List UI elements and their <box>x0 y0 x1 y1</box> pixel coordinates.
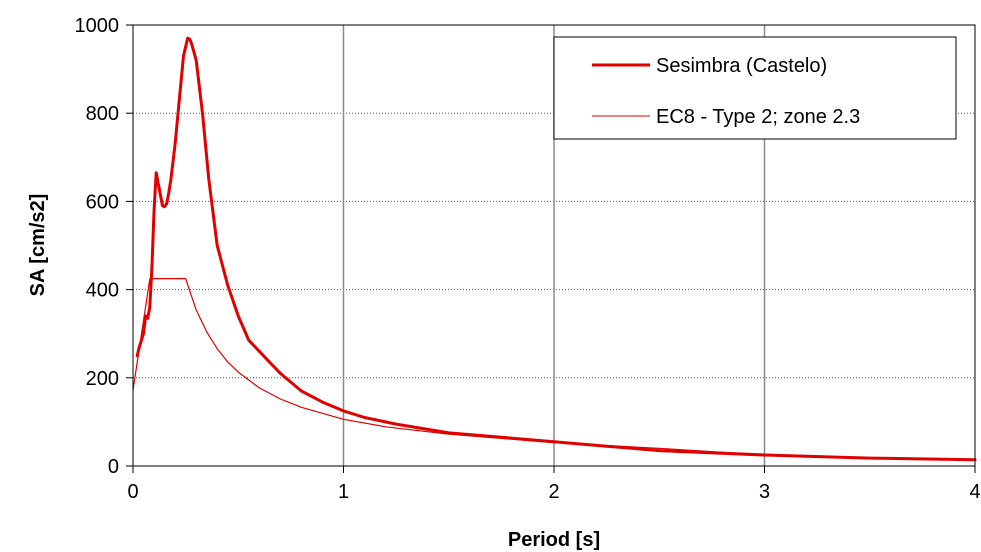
y-tick-label: 0 <box>108 456 119 478</box>
x-tick-label: 0 <box>127 481 138 503</box>
y-axis-title: SA [cm/s2] <box>27 194 49 297</box>
legend-label-sesimbra: Sesimbra (Castelo) <box>656 55 827 77</box>
series-line-ec8 <box>132 278 976 461</box>
x-tick-label: 2 <box>548 481 559 503</box>
x-tick-label: 4 <box>969 481 980 503</box>
x-axis-title: Period [s] <box>508 529 600 551</box>
y-tick-label: 600 <box>86 191 119 213</box>
y-tick-label: 800 <box>86 103 119 125</box>
tick-labels: 0 200 400 600 800 1000 0 1 2 3 4 <box>75 15 981 503</box>
y-tick-label: 1000 <box>75 15 120 37</box>
series-line-sesimbra <box>135 36 977 462</box>
series-layer <box>132 36 977 462</box>
x-tick-label: 3 <box>759 481 770 503</box>
y-tick-label: 400 <box>86 280 119 302</box>
legend-label-ec8: EC8 - Type 2; zone 2.3 <box>656 106 860 128</box>
x-tick-label: 1 <box>338 481 349 503</box>
legend: Sesimbra (Castelo) EC8 - Type 2; zone 2.… <box>553 36 957 140</box>
y-tick-label: 200 <box>86 368 119 390</box>
legend-box <box>553 36 957 140</box>
